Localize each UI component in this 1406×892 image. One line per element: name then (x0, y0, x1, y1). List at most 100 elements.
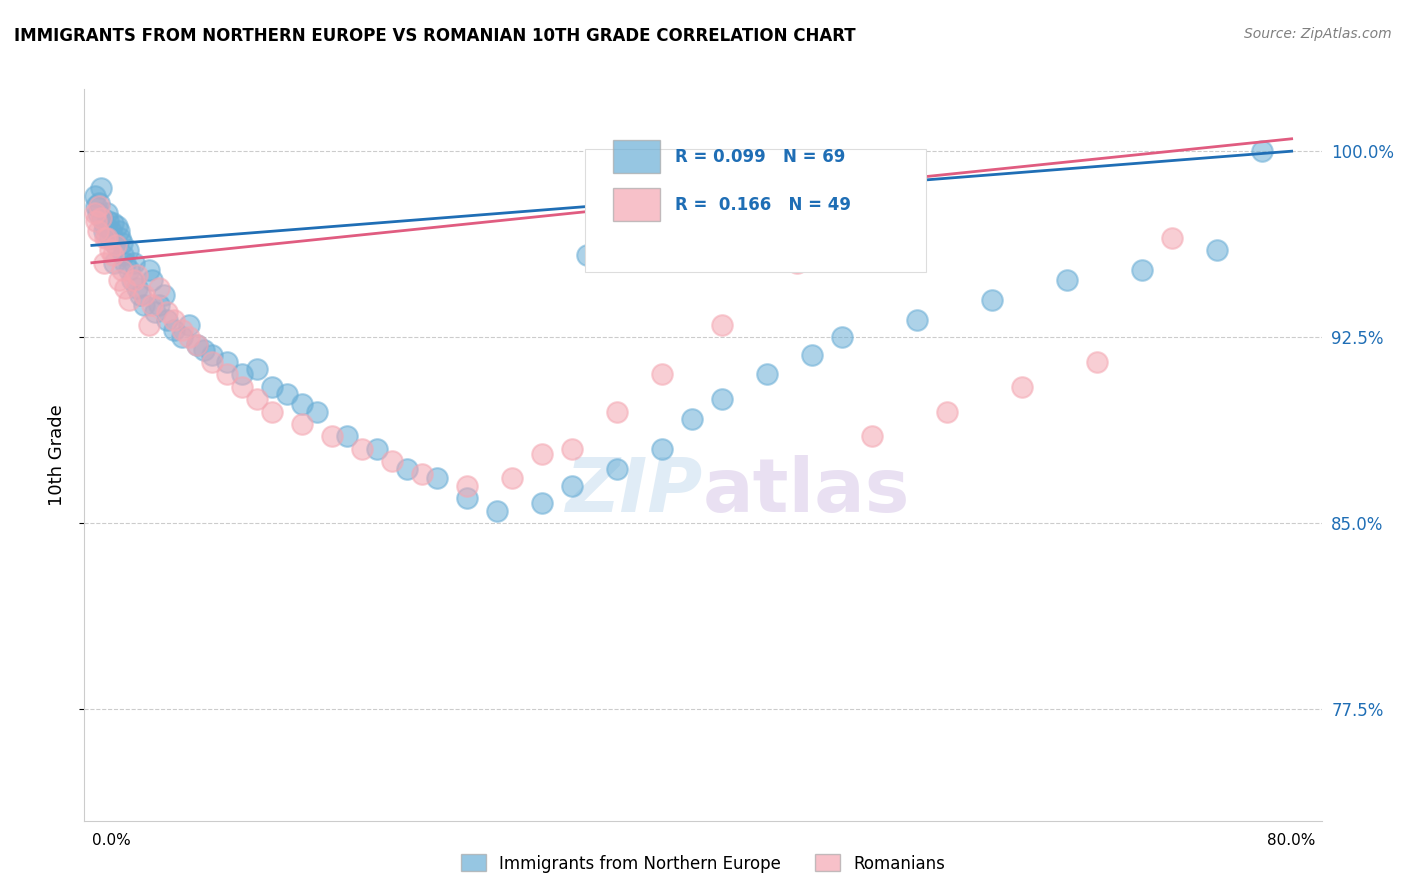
Point (141, 298, 163, 312)
Point (291, 417, 314, 431)
Point (141, 273, 163, 287)
Point (1130, 263, 1153, 277)
Point (101, 248, 124, 262)
Text: R =  0.166   N = 49: R = 0.166 N = 49 (675, 195, 851, 214)
Point (86, 199, 108, 213)
Point (980, 293, 1002, 307)
Point (606, 404, 628, 418)
Point (103, 256, 125, 270)
Text: atlas: atlas (703, 455, 910, 528)
Point (193, 343, 215, 357)
Point (1160, 231, 1182, 245)
Point (710, 318, 733, 332)
Point (201, 347, 224, 361)
Point (122, 256, 145, 270)
Point (350, 442, 373, 456)
Point (411, 467, 433, 481)
Point (201, 355, 224, 369)
Point (831, 330, 853, 344)
Point (163, 323, 186, 337)
Point (104, 238, 127, 252)
Point (148, 280, 170, 294)
Point (186, 337, 208, 351)
Point (291, 397, 314, 411)
Point (860, 429, 883, 443)
Point (1011, 380, 1033, 394)
Point (121, 273, 143, 287)
Point (111, 235, 134, 250)
Point (148, 298, 170, 312)
Point (98, 244, 121, 258)
Point (93, 256, 115, 270)
Point (86, 213, 108, 227)
Point (1250, 144, 1272, 158)
Point (156, 305, 179, 319)
Point (112, 248, 135, 262)
Point (246, 392, 269, 406)
Point (755, 368, 778, 382)
Point (215, 368, 238, 382)
Point (114, 280, 136, 294)
Point (905, 313, 928, 327)
Point (90, 211, 112, 226)
Point (260, 404, 283, 418)
Point (681, 412, 703, 426)
Point (530, 447, 553, 461)
Point (138, 318, 160, 332)
Point (456, 479, 478, 493)
Point (134, 288, 156, 302)
Point (651, 368, 673, 382)
Legend: Immigrants from Northern Europe, Romanians: Immigrants from Northern Europe, Romania… (454, 847, 952, 880)
Point (501, 471, 523, 485)
Point (93, 223, 115, 237)
Point (215, 355, 238, 369)
Point (561, 442, 583, 456)
Point (179, 318, 201, 332)
Point (276, 387, 298, 401)
Point (105, 219, 128, 233)
Text: R = 0.099   N = 69: R = 0.099 N = 69 (675, 148, 845, 166)
Point (246, 362, 269, 376)
Point (122, 273, 145, 287)
Point (231, 368, 253, 382)
Point (104, 238, 127, 252)
Bar (613, 188, 659, 221)
Point (98, 231, 121, 245)
Point (231, 380, 253, 394)
Point (83, 206, 105, 220)
Point (321, 429, 343, 443)
Point (366, 442, 388, 456)
Point (381, 454, 404, 468)
Point (305, 404, 328, 418)
Text: IMMIGRANTS FROM NORTHERN EUROPE VS ROMANIAN 10TH GRADE CORRELATION CHART: IMMIGRANTS FROM NORTHERN EUROPE VS ROMAN… (14, 27, 856, 45)
Point (800, 347, 823, 361)
Point (1056, 273, 1078, 287)
Point (336, 429, 359, 443)
Point (90, 181, 112, 195)
Point (186, 337, 208, 351)
Point (87, 206, 110, 220)
Point (138, 263, 160, 277)
Point (606, 461, 628, 475)
Text: ZIP: ZIP (565, 455, 703, 528)
Point (153, 288, 176, 302)
Point (134, 298, 156, 312)
Point (97, 213, 120, 227)
Text: Source: ZipAtlas.com: Source: ZipAtlas.com (1244, 27, 1392, 41)
Point (111, 263, 134, 277)
Point (118, 293, 141, 307)
Point (114, 256, 136, 270)
Point (786, 256, 808, 270)
Point (128, 288, 150, 302)
Point (561, 479, 583, 493)
Text: 0.0%: 0.0% (91, 833, 131, 848)
Point (96, 206, 118, 220)
Bar (613, 140, 659, 173)
Point (83, 189, 105, 203)
Point (170, 323, 193, 337)
Point (94, 219, 117, 233)
Point (530, 496, 553, 510)
Point (110, 231, 132, 245)
Point (395, 461, 418, 475)
Point (935, 404, 957, 418)
